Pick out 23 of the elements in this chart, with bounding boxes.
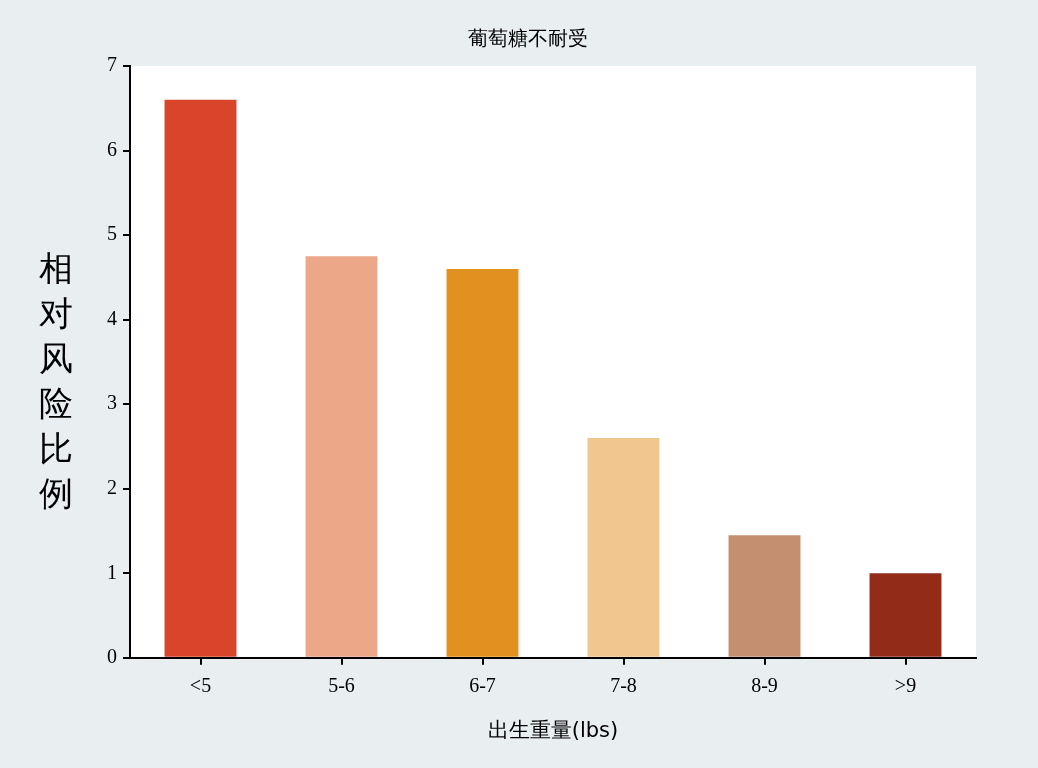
y-tick-label: 6 (107, 137, 117, 160)
y-tick-label: 2 (107, 475, 117, 498)
bar (587, 437, 660, 657)
bar (728, 535, 801, 657)
chart-title: 葡萄糖不耐受 (468, 26, 588, 51)
y-tick-label: 5 (107, 222, 117, 245)
x-tick-label: 7-8 (610, 674, 637, 697)
bar (305, 256, 378, 657)
x-tick-label: 8-9 (751, 674, 778, 697)
x-tick-label: <5 (189, 674, 212, 697)
bar (164, 99, 237, 657)
y-tick-label: 1 (107, 560, 117, 583)
x-tick-label: 6-7 (469, 674, 496, 697)
y-tick-label: 7 (107, 53, 117, 76)
x-tick-label: 5-6 (328, 674, 355, 697)
x-axis-title: 出生重量(lbs) (487, 717, 619, 742)
bar (869, 573, 942, 657)
y-tick-label: 3 (107, 391, 117, 414)
x-tick-label: >9 (894, 674, 917, 697)
bar (446, 268, 519, 657)
y-axis-title: 相对风险比例 (38, 247, 74, 515)
y-tick-label: 0 (107, 645, 117, 668)
y-tick-label: 4 (107, 306, 117, 329)
